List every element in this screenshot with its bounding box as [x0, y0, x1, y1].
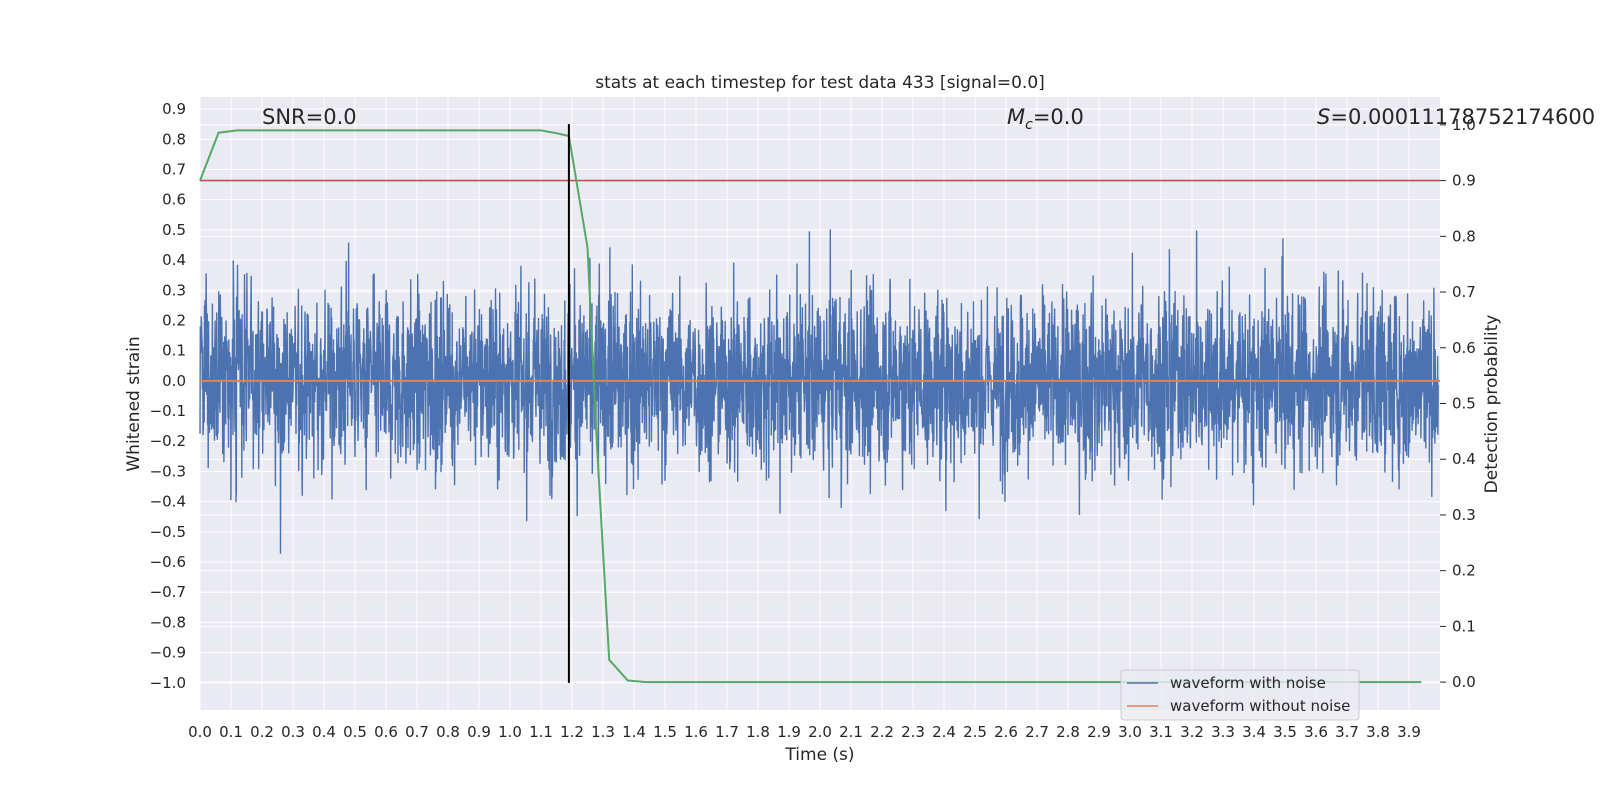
- y-tick-label-3: 0.6: [162, 191, 186, 209]
- s-annotation: S=0.00011178752174600: [1317, 105, 1595, 129]
- x-tick-label-21: 2.1: [839, 723, 863, 741]
- y2-tick-label-6: 0.4: [1452, 450, 1476, 468]
- y-tick-label-13: −0.4: [150, 493, 186, 511]
- y-tick-label-10: −0.1: [150, 402, 186, 420]
- s-value: =0.00011178752174600: [1330, 105, 1595, 129]
- y-tick-label-7: 0.2: [162, 311, 186, 329]
- y-tick-label-17: −0.8: [150, 613, 186, 631]
- x-tick-label-11: 1.1: [529, 723, 553, 741]
- x-tick-label-32: 3.2: [1180, 723, 1204, 741]
- x-tick-label-7: 0.7: [405, 723, 429, 741]
- y2-tick-label-10: 0.0: [1452, 673, 1476, 691]
- y2-tick-label-7: 0.3: [1452, 506, 1476, 524]
- y2-tick-label-2: 0.8: [1452, 227, 1476, 245]
- x-tick-label-27: 2.7: [1025, 723, 1049, 741]
- s-symbol: S: [1317, 105, 1330, 129]
- mc-annotation: Mc=0.0: [1007, 105, 1084, 133]
- x-tick-label-29: 2.9: [1087, 723, 1111, 741]
- mc-symbol: M: [1007, 105, 1025, 129]
- x-tick-label-14: 1.4: [622, 723, 646, 741]
- x-tick-label-4: 0.4: [312, 723, 336, 741]
- x-tick-label-10: 1.0: [498, 723, 522, 741]
- snr-annotation: SNR=0.0: [262, 105, 357, 129]
- x-tick-label-5: 0.5: [343, 723, 367, 741]
- x-tick-label-31: 3.1: [1149, 723, 1173, 741]
- y-tick-label-0: 0.9: [162, 100, 186, 118]
- x-tick-label-2: 0.2: [250, 723, 274, 741]
- mc-value: =0.0: [1033, 105, 1084, 129]
- x-tick-label-6: 0.6: [374, 723, 398, 741]
- legend-label-clean: waveform without noise: [1170, 697, 1350, 715]
- y-tick-label-12: −0.3: [150, 462, 186, 480]
- x-tick-label-23: 2.3: [901, 723, 925, 741]
- y-tick-label-9: 0.0: [162, 372, 186, 390]
- y2-tick-label-1: 0.9: [1452, 172, 1476, 190]
- x-tick-label-19: 1.9: [777, 723, 801, 741]
- x-tick-label-18: 1.8: [746, 723, 770, 741]
- x-axis-label: Time (s): [784, 745, 854, 765]
- y-tick-label-19: −1.0: [150, 674, 186, 692]
- x-tick-label-34: 3.4: [1242, 723, 1266, 741]
- y2-tick-label-0: 1.0: [1452, 116, 1476, 134]
- x-tick-label-35: 3.5: [1273, 723, 1297, 741]
- y-tick-label-5: 0.4: [162, 251, 186, 269]
- y-tick-label-1: 0.8: [162, 130, 186, 148]
- y2-tick-label-8: 0.2: [1452, 562, 1476, 580]
- noise-series: [199, 229, 1439, 554]
- x-tick-label-1: 0.1: [219, 723, 243, 741]
- y2-axis-label: Detection probability: [1482, 315, 1502, 494]
- legend: waveform with noise waveform without noi…: [1120, 669, 1360, 721]
- y-tick-label-14: −0.5: [150, 523, 186, 541]
- x-tick-label-9: 0.9: [467, 723, 491, 741]
- y-tick-labels: 0.9 0.8 0.7 0.6 0.5 0.4 0.3 0.2 0.1 0.0 −0.1 −0.2 −0…: [150, 100, 186, 692]
- y-axis-label: Whitened strain: [124, 336, 144, 471]
- x-tick-label-13: 1.3: [591, 723, 615, 741]
- mc-subscript: c: [1025, 117, 1033, 133]
- x-tick-label-3: 0.3: [281, 723, 305, 741]
- noise-waveform-path: [199, 229, 1439, 554]
- y-tick-label-4: 0.5: [162, 221, 186, 239]
- y-tick-label-11: −0.2: [150, 432, 186, 450]
- x-tick-label-36: 3.6: [1304, 723, 1328, 741]
- x-tick-label-33: 3.3: [1211, 723, 1235, 741]
- y2-tick-label-5: 0.5: [1452, 395, 1476, 413]
- legend-label-noise: waveform with noise: [1170, 674, 1326, 692]
- y2-tick-label-9: 0.1: [1452, 617, 1476, 635]
- x-tick-label-38: 3.8: [1366, 723, 1390, 741]
- x-tick-labels: 0.0 0.1 0.2 0.3 0.4 0.5 0.6 0.7 0.8 0.9 1.0 1.1 1.2 1…: [188, 723, 1421, 741]
- y2-tick-label-4: 0.6: [1452, 339, 1476, 357]
- x-tick-label-24: 2.4: [932, 723, 956, 741]
- chart-title: stats at each timestep for test data 433…: [595, 73, 1045, 93]
- x-tick-label-37: 3.7: [1335, 723, 1359, 741]
- x-tick-label-0: 0.0: [188, 723, 212, 741]
- y2-tick-label-3: 0.7: [1452, 283, 1476, 301]
- detection-probability-line: [199, 129, 1422, 684]
- x-tick-label-25: 2.5: [963, 723, 987, 741]
- x-tick-label-17: 1.7: [715, 723, 739, 741]
- y-tick-label-2: 0.7: [162, 160, 186, 178]
- x-tick-label-30: 3.0: [1118, 723, 1142, 741]
- y2-tick-labels: 1.0 0.9 0.8 0.7 0.6 0.5 0.4 0.3 0.2 0.1 0.0: [1440, 116, 1476, 691]
- legend-box: [1120, 669, 1360, 721]
- x-tick-label-22: 2.2: [870, 723, 894, 741]
- y-tick-label-16: −0.7: [150, 583, 186, 601]
- x-tick-label-28: 2.8: [1056, 723, 1080, 741]
- y-tick-label-6: 0.3: [162, 281, 186, 299]
- x-tick-label-8: 0.8: [436, 723, 460, 741]
- y-tick-label-15: −0.6: [150, 553, 186, 571]
- x-tick-label-26: 2.6: [994, 723, 1018, 741]
- x-tick-label-20: 2.0: [808, 723, 832, 741]
- y-tick-label-18: −0.9: [150, 644, 186, 662]
- x-tick-label-16: 1.6: [684, 723, 708, 741]
- x-tick-label-15: 1.5: [653, 723, 677, 741]
- y-tick-label-8: 0.1: [162, 342, 186, 360]
- x-tick-label-39: 3.9: [1397, 723, 1421, 741]
- x-tick-label-12: 1.2: [560, 723, 584, 741]
